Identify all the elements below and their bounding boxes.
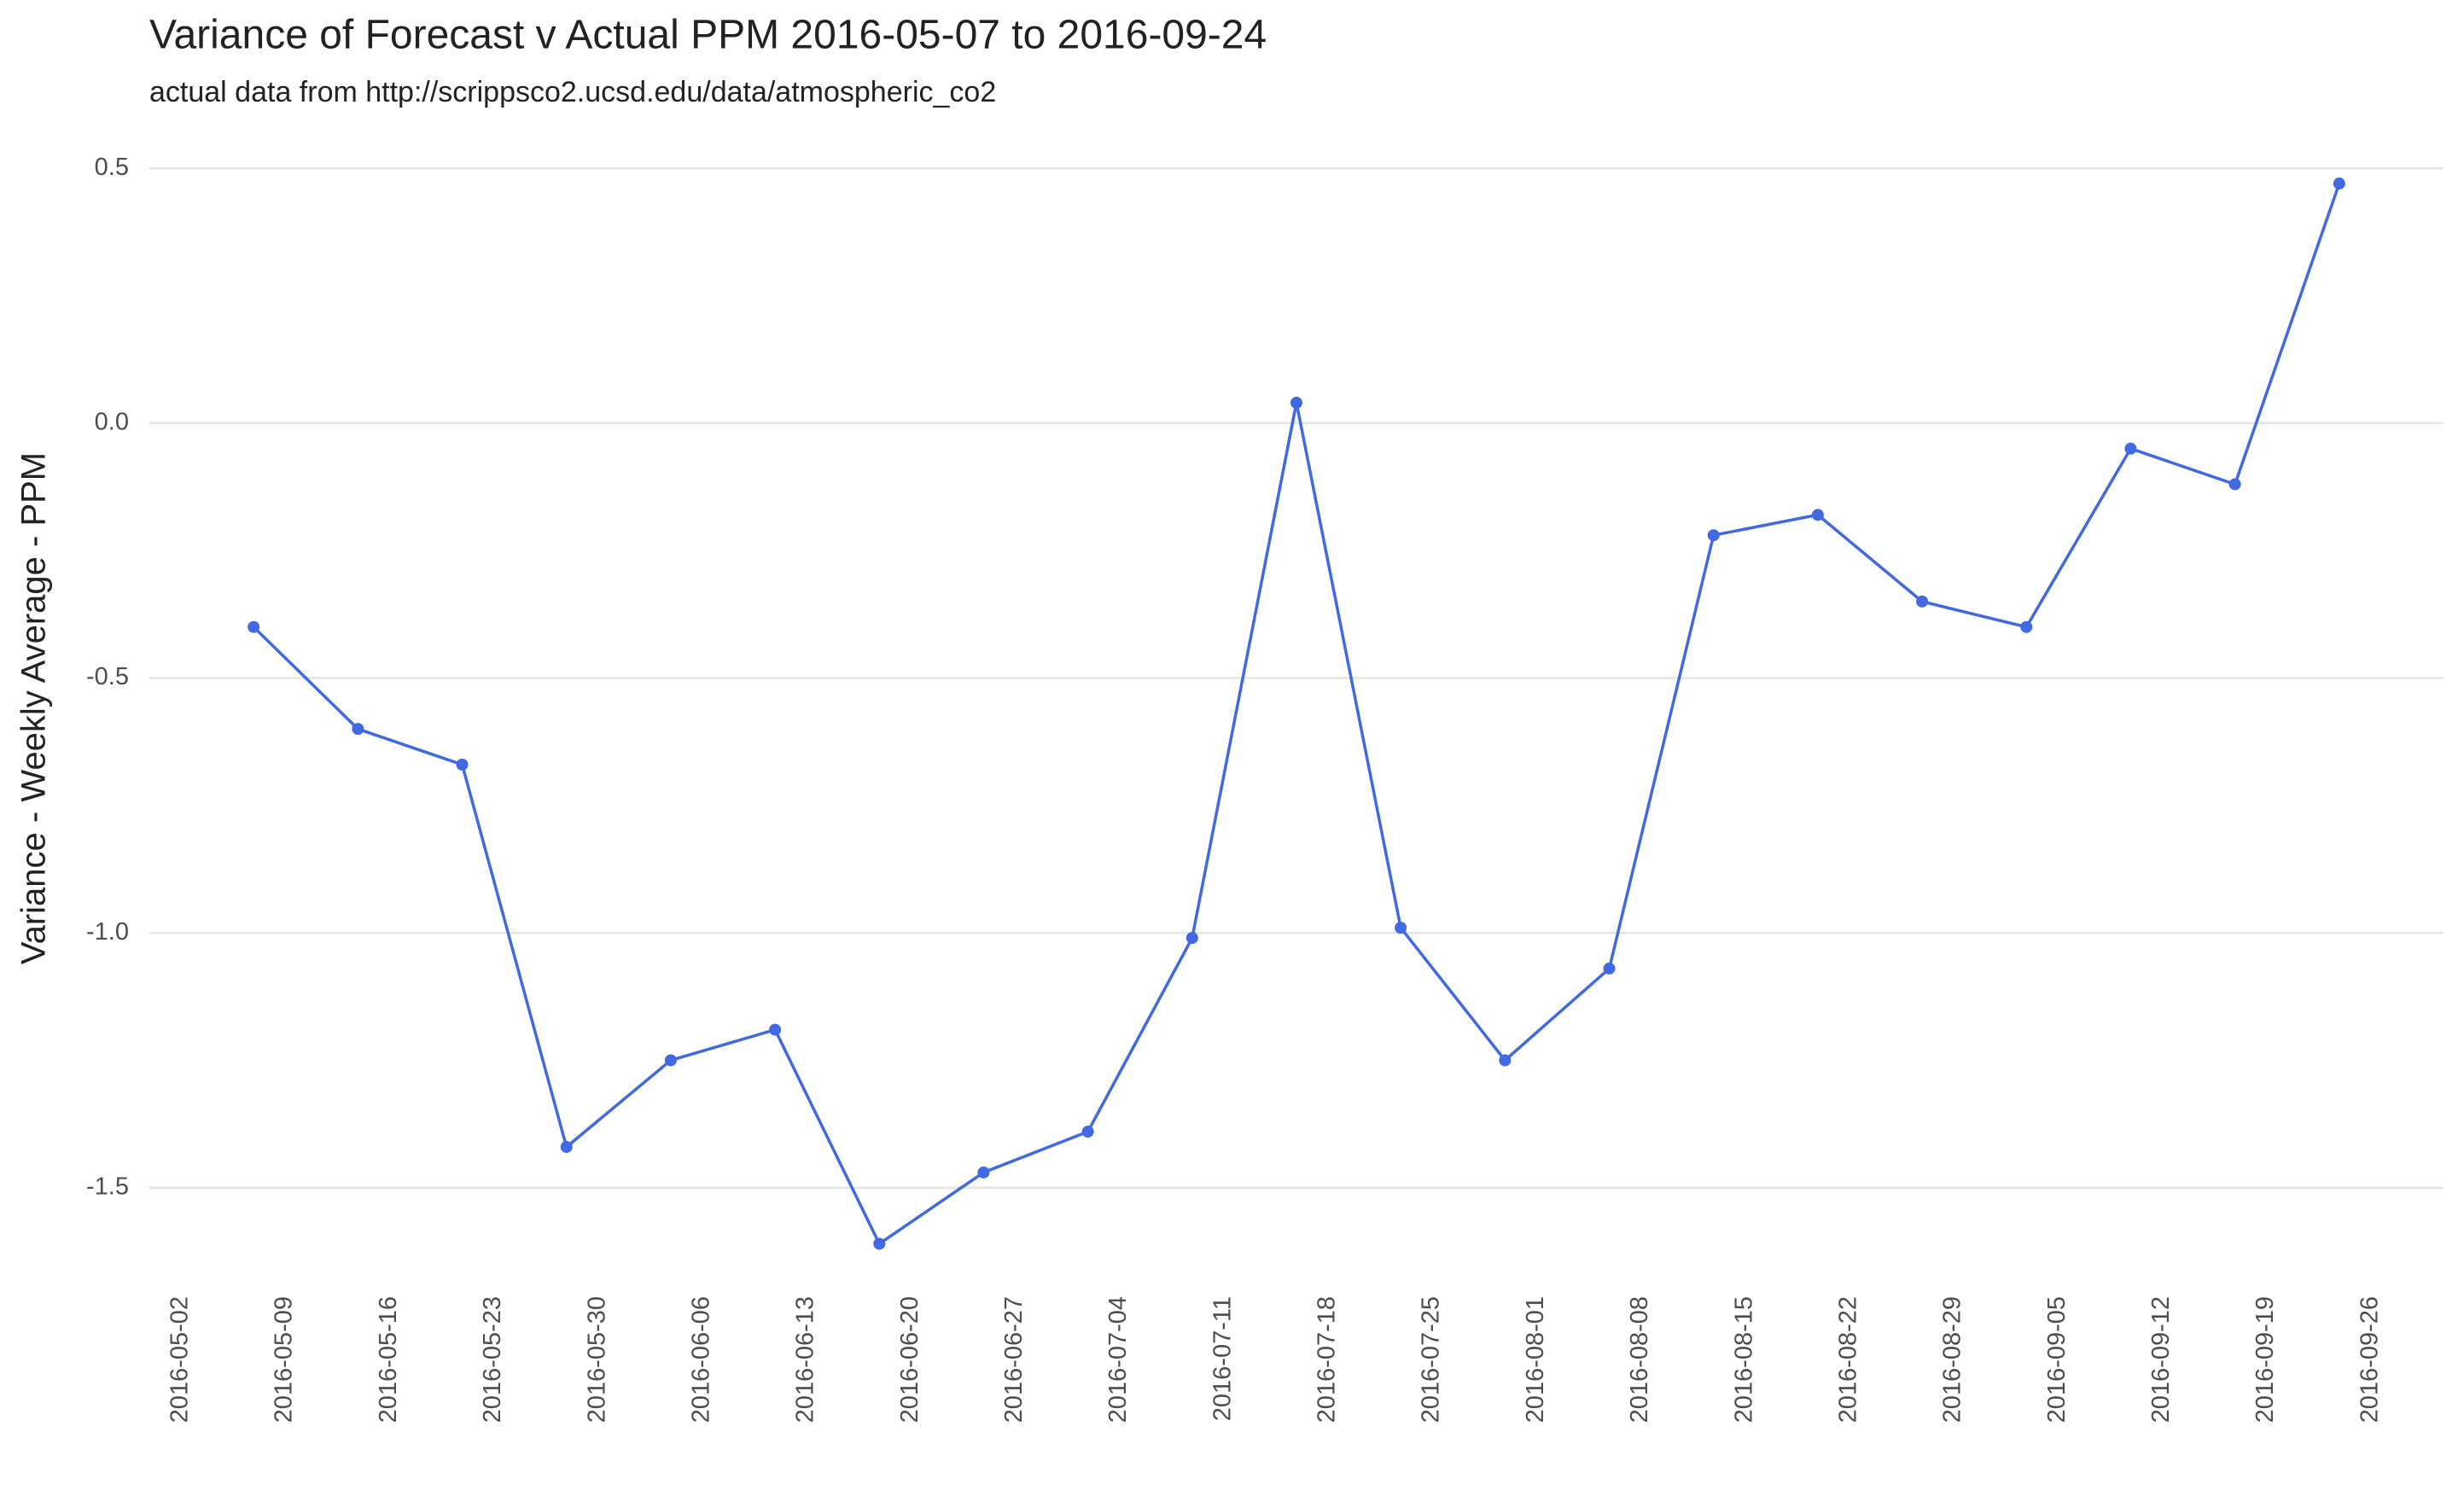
data-point bbox=[560, 1140, 573, 1153]
x-tick-label: 2016-06-27 bbox=[1000, 1296, 1028, 1423]
x-tick-label: 2016-06-20 bbox=[896, 1296, 923, 1423]
data-point bbox=[2228, 478, 2241, 491]
y-tick-label: -0.5 bbox=[86, 663, 129, 690]
y-tick-label: -1.0 bbox=[86, 918, 129, 946]
x-tick-label: 2016-05-16 bbox=[375, 1296, 402, 1423]
data-point bbox=[456, 758, 469, 771]
x-tick-label: 2016-05-09 bbox=[271, 1296, 298, 1423]
data-point bbox=[664, 1054, 677, 1067]
chart-title: Variance of Forecast v Actual PPM 2016-0… bbox=[149, 13, 1267, 58]
data-point bbox=[873, 1237, 886, 1250]
y-tick-label: -1.5 bbox=[86, 1173, 129, 1200]
data-point bbox=[248, 620, 260, 633]
data-point bbox=[769, 1023, 782, 1036]
x-tick-label: 2016-08-22 bbox=[1834, 1296, 1861, 1423]
x-tick-label: 2016-08-01 bbox=[1522, 1296, 1549, 1423]
x-tick-label: 2016-07-25 bbox=[1418, 1296, 1445, 1423]
data-point bbox=[1395, 922, 1407, 934]
x-tick-label: 2016-07-04 bbox=[1104, 1296, 1132, 1423]
y-tick-label: 0.0 bbox=[95, 408, 129, 435]
x-tick-label: 2016-08-08 bbox=[1626, 1296, 1653, 1423]
data-line bbox=[252, 183, 2341, 1247]
data-point bbox=[1290, 396, 1302, 409]
x-tick-label: 2016-09-26 bbox=[2356, 1296, 2383, 1423]
x-tick-label: 2016-08-15 bbox=[1730, 1296, 1757, 1423]
x-tick-label: 2016-05-23 bbox=[479, 1296, 506, 1423]
data-point bbox=[1603, 962, 1616, 975]
x-tick-label: 2016-09-05 bbox=[2043, 1296, 2071, 1423]
y-axis-label: Variance - Weekly Average - PPM bbox=[15, 452, 53, 964]
x-tick-label: 2016-09-19 bbox=[2251, 1296, 2279, 1423]
data-point bbox=[1707, 529, 1720, 542]
data-point bbox=[2020, 620, 2033, 633]
data-point bbox=[352, 723, 364, 736]
x-tick-label: 2016-05-30 bbox=[583, 1296, 610, 1423]
data-point bbox=[1499, 1054, 1512, 1067]
x-tick-label: 2016-08-29 bbox=[1939, 1296, 1966, 1423]
chart-subtitle: actual data from http://scrippsco2.ucsd.… bbox=[149, 76, 996, 108]
data-point bbox=[2124, 442, 2137, 455]
data-point bbox=[1185, 932, 1198, 945]
data-point bbox=[2333, 178, 2345, 190]
data-point bbox=[1916, 595, 1929, 608]
data-point bbox=[1811, 509, 1824, 521]
x-tick-label: 2016-07-18 bbox=[1314, 1296, 1341, 1423]
x-tick-label: 2016-05-02 bbox=[166, 1296, 194, 1423]
data-point bbox=[1081, 1126, 1094, 1138]
x-tick-label: 2016-07-11 bbox=[1209, 1296, 1236, 1421]
x-tick-label: 2016-09-12 bbox=[2147, 1296, 2175, 1423]
x-tick-label: 2016-06-13 bbox=[792, 1296, 819, 1423]
x-tick-label: 2016-06-06 bbox=[687, 1296, 714, 1423]
y-tick-label: 0.5 bbox=[95, 154, 129, 181]
data-point bbox=[977, 1166, 990, 1179]
